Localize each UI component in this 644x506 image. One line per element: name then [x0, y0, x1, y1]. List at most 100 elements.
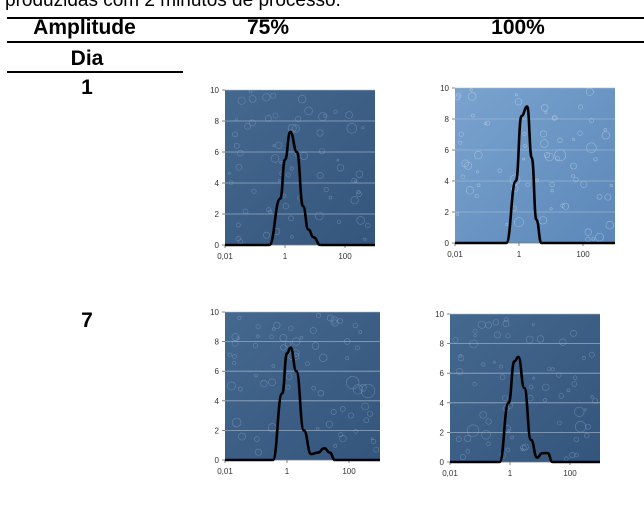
- droplet-bubble: [356, 216, 365, 225]
- header-divider-rule: [7, 41, 644, 43]
- size-distribution-curve: [271, 346, 336, 462]
- droplet-bubble: [550, 367, 555, 372]
- droplet-bubble: [532, 376, 535, 380]
- y-tick-label: 0: [215, 456, 220, 465]
- droplet-bubble: [570, 162, 577, 170]
- droplet-bubble: [248, 95, 257, 103]
- droplet-bubble: [265, 115, 272, 122]
- size-distribution-curve: [268, 130, 321, 247]
- droplet-bubble: [271, 327, 276, 331]
- droplet-bubble: [235, 222, 241, 228]
- x-tick-label: 1: [517, 250, 522, 259]
- droplet-bubble: [285, 172, 291, 178]
- droplet-bubble: [331, 319, 339, 327]
- droplet-bubble: [590, 395, 594, 399]
- droplet-bubble: [483, 121, 488, 126]
- droplet-bubble: [235, 164, 243, 171]
- droplet-bubble: [262, 93, 271, 102]
- droplet-bubble: [556, 372, 562, 378]
- droplet-bubble: [505, 447, 511, 453]
- droplet-bubble: [346, 375, 360, 390]
- droplet-bubble: [363, 237, 367, 241]
- droplet-bubble: [336, 158, 340, 162]
- y-tick-label: 4: [445, 177, 450, 186]
- droplet-bubble: [562, 202, 570, 210]
- y-tick-label: 10: [435, 310, 444, 319]
- droplet-bubble: [268, 378, 276, 387]
- droplet-bubble: [282, 193, 287, 198]
- droplet-bubble: [353, 429, 359, 434]
- droplet-bubble: [232, 361, 237, 365]
- droplet-bubble: [237, 315, 242, 320]
- droplet-bubble: [323, 113, 328, 118]
- droplet-bubble: [316, 129, 324, 137]
- droplet-bubble: [352, 322, 358, 329]
- x-tick-label: 0,01: [217, 467, 233, 476]
- droplet-bubble: [474, 194, 479, 199]
- x-tick-label: 1: [508, 469, 513, 478]
- droplet-bubble: [510, 435, 514, 440]
- droplet-bubble: [282, 203, 289, 210]
- droplet-bubble: [316, 172, 324, 180]
- droplet-bubble: [505, 333, 511, 339]
- droplet-bubble: [497, 168, 502, 173]
- droplet-bubble: [305, 361, 310, 367]
- droplet-bubble: [454, 94, 461, 101]
- y-tick-label: 4: [440, 399, 445, 408]
- droplet-bubble: [263, 231, 271, 239]
- droplet-bubble: [585, 423, 591, 430]
- droplet-bubble: [476, 183, 481, 188]
- droplet-bubble: [588, 351, 595, 358]
- droplet-bubble: [295, 115, 302, 122]
- droplet-bubble: [279, 160, 283, 164]
- chart-svg-day-7-amplitude-75: 0 2 4 6 8 10 0,01 1 100: [210, 308, 380, 476]
- x-tick-label: 100: [338, 252, 352, 261]
- droplet-bubble: [515, 93, 519, 97]
- y-tick-label: 8: [440, 340, 445, 349]
- x-tick-label: 100: [563, 469, 577, 478]
- droplet-bubble: [586, 142, 597, 153]
- droplet-bubble: [238, 432, 246, 441]
- plot-background: [455, 88, 615, 243]
- droplet-bubble: [252, 343, 259, 349]
- droplet-bubble: [328, 195, 333, 200]
- droplet-bubble: [373, 446, 379, 453]
- droplet-bubble: [280, 344, 287, 351]
- droplet-bubble: [577, 130, 583, 136]
- header-amplitude-75: 75%: [246, 16, 290, 39]
- droplet-bubble: [573, 436, 580, 443]
- droplet-bubble: [371, 438, 377, 445]
- x-tick-label: 100: [576, 250, 590, 259]
- droplet-bubble: [570, 329, 577, 337]
- droplet-bubble: [572, 138, 576, 141]
- droplet-bubble: [458, 131, 464, 137]
- droplet-bubble: [474, 150, 483, 160]
- droplet-bubble: [290, 235, 294, 239]
- droplet-bubble: [584, 228, 592, 236]
- droplet-bubble: [596, 194, 603, 200]
- x-tick-label: 0,01: [447, 250, 463, 259]
- droplet-bubble: [481, 430, 491, 440]
- chart-svg-day-1-amplitude-100: 0 2 4 6 8 10 0,01 1 100: [440, 84, 615, 259]
- droplet-bubble: [549, 207, 553, 211]
- droplet-bubble: [315, 312, 321, 318]
- header-amplitude: Amplitude: [33, 16, 136, 39]
- droplet-bubble: [514, 98, 523, 106]
- droplet-bubble: [550, 189, 554, 193]
- droplet-bubble: [227, 171, 231, 175]
- droplet-bubble: [588, 117, 594, 123]
- y-tick-label: 6: [215, 148, 220, 157]
- y-tick-label: 10: [210, 308, 219, 317]
- droplet-bubble: [285, 373, 293, 380]
- droplet-bubble: [345, 111, 353, 119]
- droplet-bubble: [269, 334, 274, 339]
- droplet-bubble: [319, 353, 328, 362]
- droplet-bubble: [347, 412, 354, 419]
- droplet-bubble: [272, 112, 279, 119]
- droplet-bubble: [325, 420, 333, 428]
- droplet-bubble: [528, 384, 534, 390]
- chart-svg-day-1-amplitude-75: 0 2 4 6 8 10 0,01 1 100: [210, 86, 375, 261]
- droplet-bubble: [582, 356, 586, 360]
- droplet-bubble: [227, 352, 232, 357]
- y-tick-label: 2: [445, 208, 450, 217]
